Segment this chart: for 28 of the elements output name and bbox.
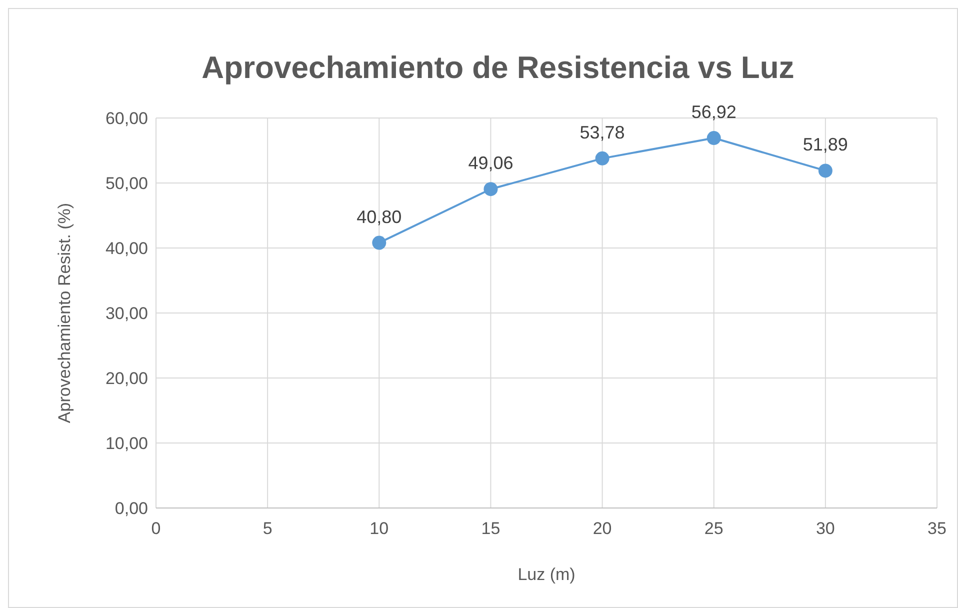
x-axis-title: Luz (m) <box>518 565 576 584</box>
x-tick-label: 0 <box>151 519 161 538</box>
x-tick-label: 35 <box>928 519 946 538</box>
x-tick-label: 25 <box>704 519 724 538</box>
point <box>706 131 721 146</box>
x-tick-label: 15 <box>481 519 500 538</box>
x-tick-label: 5 <box>262 519 272 538</box>
point <box>372 236 386 250</box>
data-label: 49,06 <box>468 153 514 174</box>
y-tick-label: 30,00 <box>105 304 148 323</box>
y-tick-label: 60,00 <box>105 109 148 128</box>
y-tick-label: 20,00 <box>105 369 148 388</box>
data-label: 40,80 <box>356 206 402 227</box>
x-tick-label: 30 <box>816 519 835 538</box>
point <box>484 182 498 196</box>
y-tick-label: 50,00 <box>105 174 148 193</box>
point <box>595 151 610 166</box>
data-label: 53,78 <box>580 122 625 142</box>
x-tick-label: 20 <box>592 519 612 538</box>
data-label: 56,92 <box>691 102 736 122</box>
y-tick-label: 0,00 <box>114 499 148 518</box>
x-tick-label: 10 <box>370 519 389 538</box>
data-label: 51,89 <box>802 134 848 155</box>
y-axis-title: Aprovechamiento Resist. (%) <box>55 202 74 424</box>
y-tick-label: 40,00 <box>105 239 148 258</box>
chart-title: Aprovechamiento de Resistencia vs Luz <box>202 50 794 85</box>
y-tick-label: 10,00 <box>105 434 148 453</box>
point <box>818 164 832 178</box>
